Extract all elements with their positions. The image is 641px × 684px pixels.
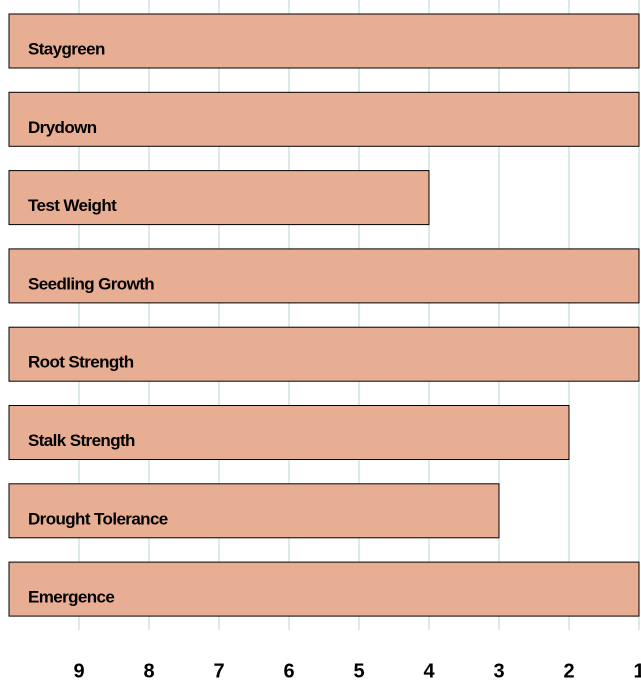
bar (8, 91, 640, 147)
x-tick-label: 1 (633, 660, 641, 682)
bar (8, 170, 430, 226)
category-label: Seedling Growth (28, 274, 154, 293)
x-tick-label: 4 (423, 660, 435, 682)
x-tick-label: 3 (493, 660, 504, 682)
x-tick-label: 2 (563, 660, 574, 682)
x-tick-label: 8 (143, 660, 154, 682)
bar (8, 326, 640, 382)
x-tick-label: 6 (283, 660, 294, 682)
category-label: Stalk Strength (28, 431, 135, 450)
bar (8, 561, 640, 617)
category-label: Staygreen (28, 39, 105, 58)
bar (8, 405, 570, 460)
category-label: Drydown (28, 118, 97, 137)
bar (8, 13, 640, 69)
x-tick-label: 5 (353, 660, 364, 682)
category-label: Root Strength (28, 353, 134, 372)
category-label: Emergence (28, 588, 114, 607)
x-tick-label: 7 (213, 660, 224, 682)
category-label: Drought Tolerance (28, 509, 168, 528)
x-tick-label: 9 (73, 660, 84, 682)
category-label: Test Weight (28, 196, 117, 215)
bar (8, 248, 640, 304)
bar (8, 483, 500, 539)
